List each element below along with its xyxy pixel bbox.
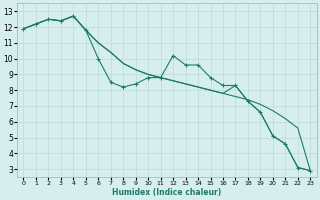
X-axis label: Humidex (Indice chaleur): Humidex (Indice chaleur) xyxy=(112,188,221,197)
